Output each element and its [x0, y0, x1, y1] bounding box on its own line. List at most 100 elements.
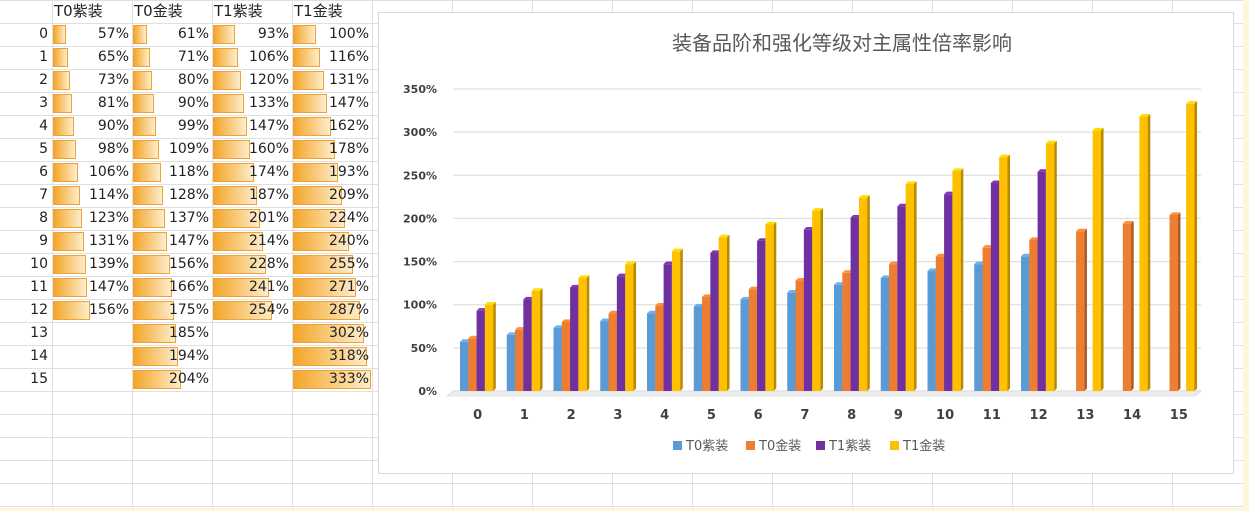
data-bar: [133, 140, 159, 159]
bar-top: [812, 208, 824, 211]
data-cell[interactable]: 187%: [212, 184, 292, 207]
data-bar: [53, 301, 90, 320]
data-cell[interactable]: 147%: [292, 92, 372, 115]
data-cell[interactable]: 123%: [52, 207, 132, 230]
data-bar: [293, 301, 360, 320]
data-cell[interactable]: 255%: [292, 253, 372, 276]
row-label[interactable]: 5: [39, 141, 48, 157]
data-cell[interactable]: 114%: [52, 184, 132, 207]
data-cell[interactable]: 214%: [212, 230, 292, 253]
row-label[interactable]: 11: [30, 279, 48, 295]
data-cell[interactable]: 99%: [132, 115, 212, 138]
data-cell[interactable]: 73%: [52, 69, 132, 92]
data-cell[interactable]: 160%: [212, 138, 292, 161]
row-label[interactable]: 10: [30, 256, 48, 272]
bar: [515, 329, 524, 391]
data-cell[interactable]: 162%: [292, 115, 372, 138]
bar: [561, 321, 571, 391]
data-cell[interactable]: 175%: [132, 299, 212, 322]
row-label[interactable]: 0: [39, 26, 48, 42]
row-label[interactable]: 3: [39, 95, 48, 111]
row-label[interactable]: 8: [39, 210, 48, 226]
data-cell[interactable]: 147%: [212, 115, 292, 138]
data-cell[interactable]: 166%: [132, 276, 212, 299]
chart-container[interactable]: 装备品阶和强化等级对主属性倍率影响 0% 50% 100% 150% 200% 250% 30…: [378, 12, 1234, 474]
data-cell[interactable]: 71%: [132, 46, 212, 69]
data-bar: [213, 255, 266, 274]
bar-side: [1084, 228, 1087, 391]
data-bar: [53, 71, 70, 90]
data-cell[interactable]: 271%: [292, 276, 372, 299]
data-cell[interactable]: 90%: [132, 92, 212, 115]
data-cell[interactable]: 156%: [52, 299, 132, 322]
data-cell[interactable]: 156%: [132, 253, 212, 276]
bar: [982, 247, 991, 391]
row-label[interactable]: 12: [30, 302, 48, 318]
column-header[interactable]: T0紫装: [54, 2, 103, 20]
data-cell[interactable]: 137%: [132, 207, 212, 230]
data-cell[interactable]: 287%: [292, 299, 372, 322]
data-cell[interactable]: 147%: [52, 276, 132, 299]
data-cell[interactable]: 185%: [132, 322, 212, 345]
data-cell[interactable]: 204%: [132, 368, 212, 391]
data-cell[interactable]: 133%: [212, 92, 292, 115]
row-label[interactable]: 14: [30, 348, 48, 364]
data-cell[interactable]: 240%: [292, 230, 372, 253]
data-cell[interactable]: 106%: [52, 161, 132, 184]
row-label[interactable]: 15: [30, 371, 48, 387]
data-cell[interactable]: 318%: [292, 345, 372, 368]
bar: [625, 264, 634, 391]
bar-top: [671, 248, 683, 252]
data-cell[interactable]: 224%: [292, 207, 372, 230]
data-cell[interactable]: 302%: [292, 322, 372, 345]
data-cell[interactable]: 80%: [132, 69, 212, 92]
data-cell[interactable]: 201%: [212, 207, 292, 230]
data-cell[interactable]: 90%: [52, 115, 132, 138]
data-cell[interactable]: 61%: [132, 23, 212, 46]
row-label[interactable]: 2: [39, 72, 48, 88]
data-cell[interactable]: 93%: [212, 23, 292, 46]
row-label[interactable]: 7: [39, 187, 48, 203]
row-label[interactable]: 9: [39, 233, 48, 249]
bar-top: [1045, 140, 1057, 144]
data-cell[interactable]: 228%: [212, 253, 292, 276]
column-header[interactable]: T0金装: [134, 2, 183, 20]
row-label[interactable]: 1: [39, 49, 48, 65]
data-cell[interactable]: 118%: [132, 161, 212, 184]
bar-top: [757, 238, 768, 241]
column-header[interactable]: T1金装: [294, 2, 343, 20]
data-bar: [213, 117, 247, 136]
data-cell[interactable]: 254%: [212, 299, 292, 322]
data-cell[interactable]: 178%: [292, 138, 372, 161]
bar-top: [718, 234, 730, 238]
x-tick-label: 15: [1170, 408, 1188, 423]
data-cell[interactable]: 241%: [212, 276, 292, 299]
data-cell[interactable]: 128%: [132, 184, 212, 207]
data-cell[interactable]: 57%: [52, 23, 132, 46]
data-cell[interactable]: 81%: [52, 92, 132, 115]
bar: [531, 290, 540, 391]
data-cell[interactable]: 109%: [132, 138, 212, 161]
data-cell[interactable]: 98%: [52, 138, 132, 161]
data-cell[interactable]: 131%: [292, 69, 372, 92]
data-cell[interactable]: 139%: [52, 253, 132, 276]
row-label[interactable]: 6: [39, 164, 48, 180]
data-cell[interactable]: 100%: [292, 23, 372, 46]
cell-value: 214%: [248, 233, 289, 249]
data-cell[interactable]: 174%: [212, 161, 292, 184]
column-header[interactable]: T1紫装: [214, 2, 263, 20]
data-cell[interactable]: 116%: [292, 46, 372, 69]
data-cell[interactable]: 333%: [292, 368, 372, 391]
row-label[interactable]: 13: [30, 325, 48, 341]
data-cell[interactable]: 193%: [292, 161, 372, 184]
data-cell[interactable]: 194%: [132, 345, 212, 368]
row-label[interactable]: 4: [39, 118, 48, 134]
bar: [1139, 116, 1148, 392]
data-cell[interactable]: 65%: [52, 46, 132, 69]
bar: [1169, 214, 1178, 391]
data-cell[interactable]: 147%: [132, 230, 212, 253]
data-cell[interactable]: 106%: [212, 46, 292, 69]
data-cell[interactable]: 131%: [52, 230, 132, 253]
data-cell[interactable]: 209%: [292, 184, 372, 207]
data-cell[interactable]: 120%: [212, 69, 292, 92]
